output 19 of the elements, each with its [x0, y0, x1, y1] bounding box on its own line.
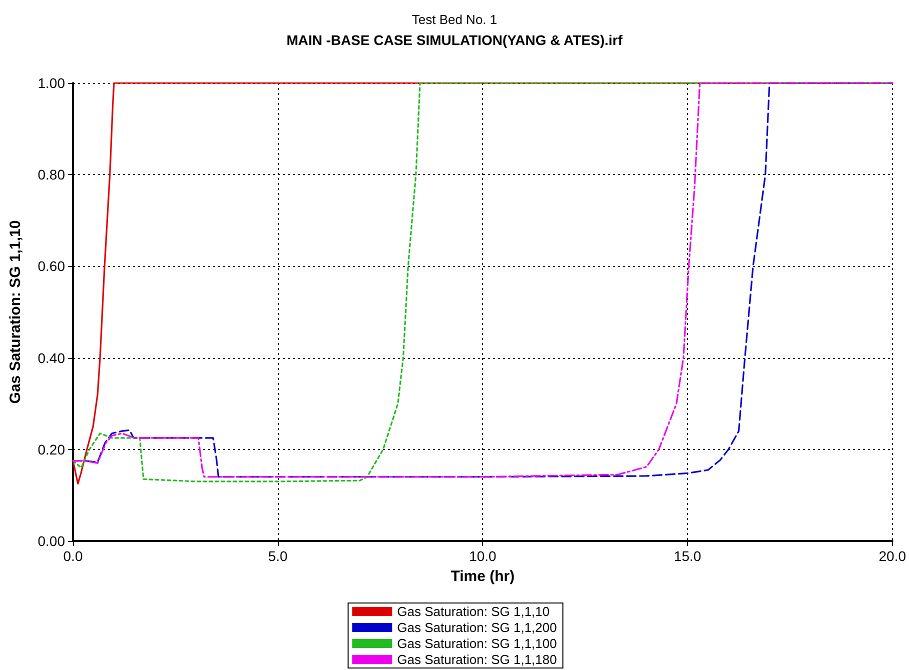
chart-title: Test Bed No. 1 [412, 12, 498, 27]
y-tick-label: 0.80 [38, 166, 66, 183]
x-tick-label: 10.0 [469, 548, 497, 564]
y-tick-label: 1.00 [38, 75, 66, 91]
x-tick-label: 15.0 [674, 548, 702, 564]
chart-subtitle: MAIN -BASE CASE SIMULATION(YANG & ATES).irf [286, 32, 623, 48]
x-axis-title: Time (hr) [450, 568, 515, 585]
legend-label: Gas Saturation: SG 1,1,100 [397, 636, 557, 651]
y-tick-label: 0.20 [38, 441, 66, 458]
legend-label: Gas Saturation: SG 1,1,200 [397, 620, 557, 635]
x-tick-label: 0.0 [63, 548, 83, 564]
legend-label: Gas Saturation: SG 1,1,180 [397, 652, 557, 667]
y-axis-title: Gas Saturation: SG 1,1,10 [7, 220, 24, 404]
y-tick-label: 0.00 [38, 533, 66, 549]
y-tick-label: 0.60 [38, 258, 66, 274]
legend-label: Gas Saturation: SG 1,1,10 [397, 604, 550, 619]
x-tick-label: 20.0 [878, 548, 906, 564]
x-tick-label: 5.0 [268, 548, 288, 564]
y-tick-label: 0.40 [38, 350, 66, 366]
